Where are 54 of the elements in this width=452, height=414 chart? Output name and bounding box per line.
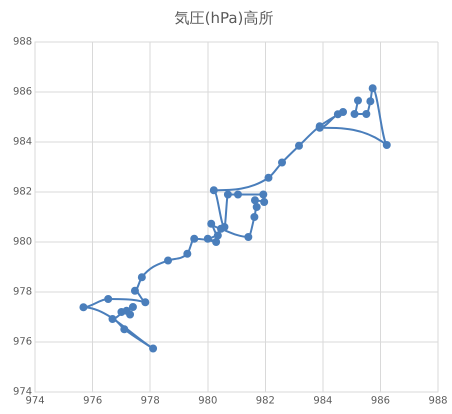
- point: [354, 96, 362, 104]
- x-tick-label: 974: [26, 396, 45, 407]
- point: [250, 196, 259, 204]
- point: [128, 303, 137, 311]
- point: [212, 238, 220, 246]
- point: [104, 295, 112, 303]
- point: [126, 310, 134, 318]
- point: [244, 233, 252, 241]
- point: [217, 224, 226, 233]
- point: [141, 298, 150, 306]
- point: [368, 84, 377, 92]
- point: [183, 250, 192, 258]
- point: [259, 190, 268, 198]
- point: [294, 142, 303, 150]
- point: [382, 141, 391, 149]
- point: [250, 213, 258, 221]
- x-tick-label: 976: [83, 396, 102, 407]
- point: [366, 97, 374, 106]
- point: [260, 198, 268, 206]
- point: [130, 286, 139, 295]
- chart-title: 気圧(hPa)高所: [174, 8, 274, 27]
- point: [120, 325, 128, 334]
- x-tick-label: 986: [370, 396, 390, 407]
- point: [190, 234, 198, 243]
- y-tick-label: 986: [12, 86, 32, 98]
- point: [79, 303, 88, 312]
- point: [138, 273, 146, 282]
- point: [164, 256, 172, 264]
- y-tick-label: 980: [12, 236, 32, 248]
- point: [108, 315, 117, 323]
- y-tick-label: 976: [12, 336, 32, 348]
- x-tick-label: 982: [256, 396, 275, 407]
- point: [278, 158, 286, 166]
- point: [204, 234, 212, 243]
- point: [210, 186, 218, 194]
- point: [362, 110, 370, 118]
- x-tick-label: 988: [428, 396, 448, 407]
- point: [117, 308, 126, 316]
- y-tick-label: 978: [12, 286, 32, 298]
- point: [339, 108, 348, 116]
- x-tick-label: 984: [313, 396, 332, 407]
- y-tick-label: 984: [12, 136, 32, 148]
- point: [149, 344, 158, 352]
- x-tick-label: 980: [198, 396, 218, 407]
- point: [214, 232, 222, 240]
- point: [207, 220, 216, 228]
- point: [224, 190, 232, 198]
- y-tick-label: 988: [12, 36, 32, 48]
- point: [234, 190, 242, 198]
- point: [350, 110, 359, 118]
- x-tick-label: 978: [140, 396, 160, 407]
- point: [252, 203, 261, 211]
- y-tick-label: 982: [12, 186, 32, 198]
- point: [264, 174, 272, 182]
